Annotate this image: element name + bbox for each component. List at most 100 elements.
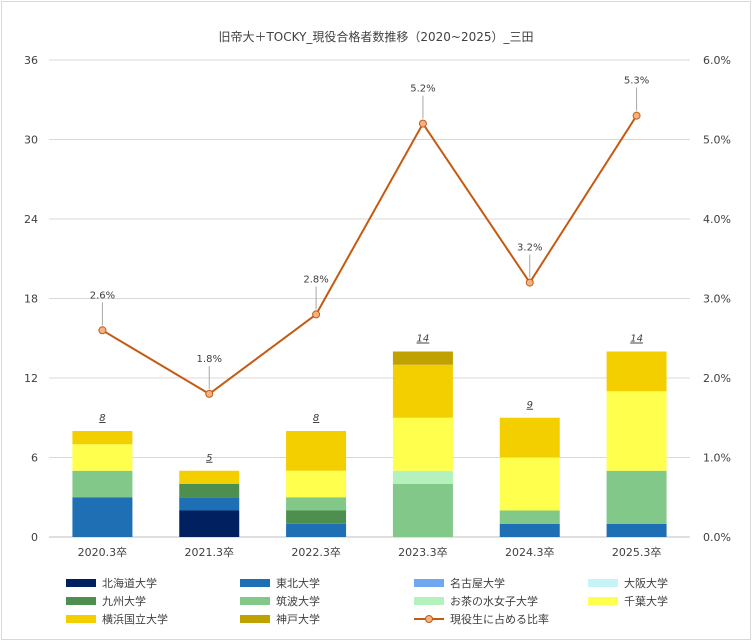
legend-swatch bbox=[588, 579, 618, 587]
bar-segment bbox=[392, 351, 453, 365]
bar-segment bbox=[606, 523, 667, 537]
bar-segment bbox=[392, 364, 453, 418]
legend-swatch bbox=[240, 615, 270, 623]
legend-item: 九州大学 bbox=[66, 593, 146, 609]
y-right-tick-label: 3.0% bbox=[703, 293, 731, 306]
bar-segment bbox=[72, 431, 133, 445]
legend-label: 名古屋大学 bbox=[450, 577, 505, 590]
legend-swatch bbox=[66, 597, 96, 605]
legend-swatch bbox=[240, 597, 270, 605]
bar-segment bbox=[179, 510, 240, 537]
ratio-point bbox=[205, 389, 214, 398]
bar-segment bbox=[179, 484, 240, 498]
legend-label: お茶の水女子大学 bbox=[450, 595, 538, 608]
legend-swatch bbox=[588, 597, 618, 605]
legend-item: 大阪大学 bbox=[588, 575, 668, 591]
chart-title: 旧帝大＋TOCKY_現役合格者数推移（2020~2025）_三田 bbox=[218, 30, 534, 44]
legend-item: 名古屋大学 bbox=[414, 575, 505, 591]
ratio-data-label: 2.8% bbox=[303, 274, 328, 285]
bar-total-label: 9 bbox=[527, 400, 533, 411]
bar-total-label: 14 bbox=[630, 334, 643, 345]
y-left-tick-label: 12 bbox=[24, 372, 38, 385]
ratio-point bbox=[525, 278, 534, 287]
legend-item: 筑波大学 bbox=[240, 593, 320, 609]
y-left-tick-label: 24 bbox=[24, 213, 38, 226]
bar-total-label: 8 bbox=[313, 413, 319, 424]
legend-item: 千葉大学 bbox=[588, 593, 668, 609]
legend-swatch bbox=[240, 579, 270, 587]
bar-segment bbox=[392, 417, 453, 471]
x-tick-label: 2025.3卒 bbox=[612, 545, 662, 559]
bar-total-label: 8 bbox=[99, 413, 105, 424]
legend-label: 大阪大学 bbox=[624, 577, 668, 590]
legend-swatch bbox=[414, 614, 444, 624]
ratio-data-label: 5.3% bbox=[624, 76, 649, 87]
x-tick-label: 2023.3卒 bbox=[398, 545, 448, 559]
y-right-tick-label: 0.0% bbox=[703, 531, 731, 544]
x-tick-label: 2024.3卒 bbox=[505, 545, 555, 559]
ratio-data-label: 1.8% bbox=[197, 354, 222, 365]
y-right-tick-label: 5.0% bbox=[703, 134, 731, 147]
legend-label: 北海道大学 bbox=[102, 577, 157, 590]
y-left-tick-label: 30 bbox=[24, 134, 38, 147]
ratio-point bbox=[632, 111, 641, 120]
bar-segment bbox=[606, 391, 667, 471]
bar-segment bbox=[392, 484, 453, 537]
y-right-tick-label: 1.0% bbox=[703, 452, 731, 465]
ratio-point bbox=[98, 326, 107, 335]
legend-item: 横浜国立大学 bbox=[66, 611, 168, 627]
legend-label: 千葉大学 bbox=[624, 595, 668, 608]
ratio-data-label: 2.6% bbox=[90, 290, 115, 301]
y-left-tick-label: 0 bbox=[31, 531, 38, 544]
y-left-tick-label: 18 bbox=[24, 293, 38, 306]
legend-label: 現役生に占める比率 bbox=[450, 613, 549, 626]
y-left-tick-label: 6 bbox=[31, 452, 38, 465]
legend-label: 筑波大学 bbox=[276, 595, 320, 608]
legend-label: 横浜国立大学 bbox=[102, 613, 168, 626]
legend-swatch bbox=[414, 579, 444, 587]
bar-segment bbox=[72, 444, 133, 471]
bar-total-label: 14 bbox=[417, 334, 430, 345]
legend-item: 神戸大学 bbox=[240, 611, 320, 627]
bar-segment bbox=[286, 523, 347, 537]
bar-segment bbox=[286, 510, 347, 524]
ratio-data-label: 5.2% bbox=[410, 84, 435, 95]
bar-segment bbox=[179, 497, 240, 511]
legend-item: 現役生に占める比率 bbox=[414, 611, 549, 627]
bar-segment bbox=[72, 497, 133, 537]
ratio-data-label: 3.2% bbox=[517, 243, 542, 254]
bar-segment bbox=[606, 351, 667, 392]
legend-swatch bbox=[414, 597, 444, 605]
x-tick-label: 2020.3卒 bbox=[78, 545, 128, 559]
bar-segment bbox=[499, 417, 560, 458]
y-right-tick-label: 4.0% bbox=[703, 213, 731, 226]
x-tick-label: 2022.3卒 bbox=[291, 545, 341, 559]
ratio-line bbox=[101, 115, 638, 396]
y-left-tick-label: 36 bbox=[24, 54, 38, 67]
bar-total-label: 5 bbox=[206, 453, 212, 464]
legend-swatch bbox=[66, 615, 96, 623]
legend-label: 九州大学 bbox=[102, 595, 146, 608]
bar-segment bbox=[179, 470, 240, 484]
legend-swatch bbox=[66, 579, 96, 587]
legend-label: 神戸大学 bbox=[276, 613, 320, 626]
bar-segment bbox=[499, 523, 560, 537]
x-tick-label: 2021.3卒 bbox=[185, 545, 235, 559]
y-right-tick-label: 2.0% bbox=[703, 372, 731, 385]
bar-segment bbox=[499, 457, 560, 511]
legend-item: お茶の水女子大学 bbox=[414, 593, 538, 609]
bar-segment bbox=[72, 470, 133, 498]
bar-segment bbox=[286, 497, 347, 511]
legend-item: 東北大学 bbox=[240, 575, 320, 591]
bar-segment bbox=[606, 470, 667, 524]
ratio-point bbox=[418, 119, 427, 128]
legend-item: 北海道大学 bbox=[66, 575, 157, 591]
bar-segment bbox=[286, 470, 347, 498]
y-right-tick-label: 6.0% bbox=[703, 54, 731, 67]
bar-segment bbox=[392, 470, 453, 484]
bar-segment bbox=[499, 510, 560, 524]
legend-label: 東北大学 bbox=[276, 577, 320, 590]
bar-segment bbox=[286, 431, 347, 471]
ratio-point bbox=[312, 310, 321, 319]
